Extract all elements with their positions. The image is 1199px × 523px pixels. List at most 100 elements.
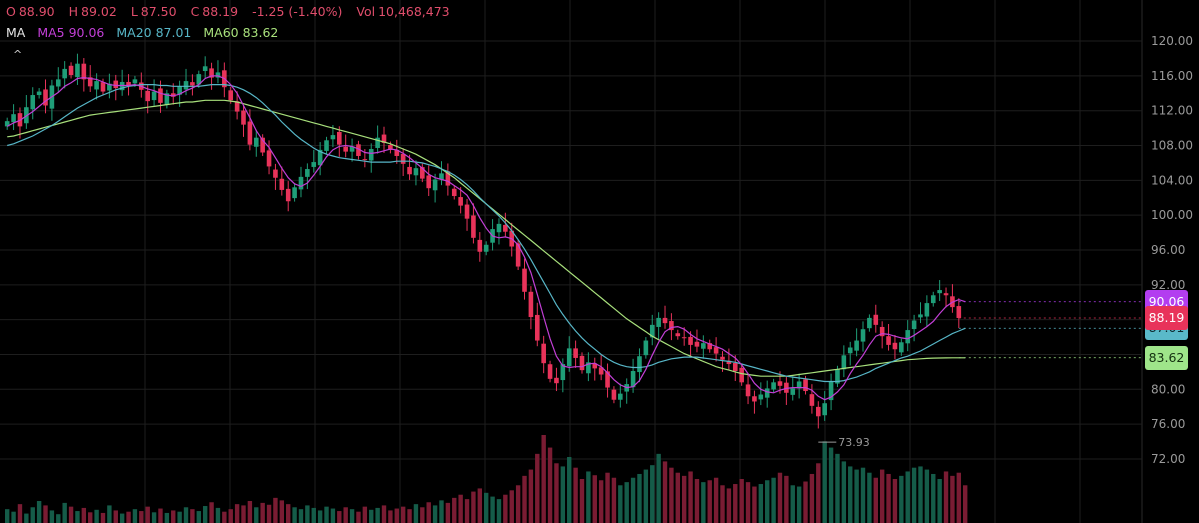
candle-body xyxy=(43,89,48,106)
candle-body xyxy=(586,362,591,374)
volume-bar xyxy=(515,485,521,523)
volume-bar xyxy=(931,473,936,523)
ma-legend[interactable]: MA MA5 90.06 MA20 87.01 MA60 83.62 xyxy=(6,25,286,40)
close-price-tag: 88.19 xyxy=(1145,305,1188,330)
low-marker: 73.93 xyxy=(818,436,870,449)
volume-bar xyxy=(452,497,457,523)
candle-body xyxy=(803,379,808,392)
volume-bar xyxy=(867,472,872,523)
volume-bar xyxy=(630,477,636,523)
volume-bar xyxy=(119,513,125,523)
candle-body xyxy=(592,363,598,369)
candle-body xyxy=(368,149,374,161)
candle-body xyxy=(394,149,400,156)
volume-bar xyxy=(183,507,189,523)
price-tick-label: 76.00 xyxy=(1151,417,1185,431)
candle-body xyxy=(87,77,93,87)
volume-bar xyxy=(4,509,10,523)
volume-bar xyxy=(650,465,655,523)
volume-bar xyxy=(509,490,514,523)
candle-body xyxy=(816,406,821,417)
candle-body xyxy=(847,347,853,354)
volume-bar xyxy=(113,510,118,523)
candle-body xyxy=(55,79,61,87)
candle-body xyxy=(956,306,962,318)
volume-bar xyxy=(260,502,265,523)
candle-body xyxy=(343,146,348,152)
candle-body xyxy=(483,244,489,252)
candle-body xyxy=(643,340,649,356)
candle-body xyxy=(132,79,138,84)
volume-bar xyxy=(413,504,419,523)
candle-body xyxy=(324,140,329,151)
volume-bar xyxy=(771,477,776,523)
candle-body xyxy=(681,337,687,339)
volume-bar xyxy=(279,500,285,523)
close-value: 88.19 xyxy=(202,4,239,19)
volume-bar xyxy=(701,482,706,523)
volume-bar xyxy=(209,502,214,523)
volume-bar xyxy=(911,467,917,523)
volume-bar xyxy=(822,441,827,523)
candle-body xyxy=(292,187,297,199)
candle-body xyxy=(151,91,157,101)
candle-body xyxy=(388,145,393,150)
volume-bar xyxy=(828,447,834,523)
candle-body xyxy=(534,314,540,341)
volume-bar xyxy=(765,480,770,523)
volume-bar xyxy=(426,502,431,523)
volume-bar xyxy=(943,471,949,523)
ma5-line xyxy=(6,75,966,401)
volume-bar xyxy=(586,471,591,523)
high-value: 89.02 xyxy=(81,4,117,19)
candle-body xyxy=(790,388,796,395)
candle-body xyxy=(234,101,240,112)
candle-body xyxy=(688,336,693,345)
candle-body xyxy=(247,121,253,145)
candle-body xyxy=(81,63,87,80)
volume-bar xyxy=(681,475,687,523)
candle-body xyxy=(215,72,221,78)
candle-body xyxy=(573,348,578,358)
candle-body xyxy=(879,326,885,337)
volume-bar xyxy=(809,473,815,523)
candle-body xyxy=(924,303,930,317)
candle-body xyxy=(873,314,879,325)
volume-bar xyxy=(618,485,623,523)
candle-body xyxy=(36,91,42,96)
volume-bar xyxy=(369,509,374,523)
price-tick-label: 104.00 xyxy=(1151,173,1193,187)
candle-body xyxy=(554,377,559,384)
volume-bar xyxy=(707,480,712,523)
volume-bar xyxy=(337,511,342,523)
candle-body xyxy=(720,356,725,360)
candle-body xyxy=(11,114,16,123)
volume-bar xyxy=(196,511,201,523)
high-label: H xyxy=(68,4,79,19)
volume-bar xyxy=(860,467,866,523)
volume-bar xyxy=(477,488,483,523)
low-marker-label: 73.93 xyxy=(838,436,870,449)
candle-body xyxy=(835,369,840,384)
candle-body xyxy=(713,347,719,354)
ma5-legend: MA5 90.06 xyxy=(37,25,105,40)
volume-bar xyxy=(420,507,425,523)
volume-bar xyxy=(669,467,674,523)
collapse-legend-icon[interactable]: ^ xyxy=(13,48,23,61)
volume-bar xyxy=(36,501,42,523)
volume-bar xyxy=(100,512,106,523)
volume-bar xyxy=(56,514,61,523)
volume-bar xyxy=(720,485,725,523)
volume-bar xyxy=(656,453,661,523)
volume-bar xyxy=(394,508,399,523)
volume-bar xyxy=(611,477,617,523)
volume-bar xyxy=(88,512,93,523)
volume-bar xyxy=(918,466,923,523)
candle-body xyxy=(547,364,553,379)
volume-bar xyxy=(579,479,585,523)
volume-bar xyxy=(573,467,578,523)
candle-body xyxy=(273,169,278,178)
volume-bar xyxy=(694,479,700,523)
ma60-price-tag: 83.62 xyxy=(1145,345,1188,370)
